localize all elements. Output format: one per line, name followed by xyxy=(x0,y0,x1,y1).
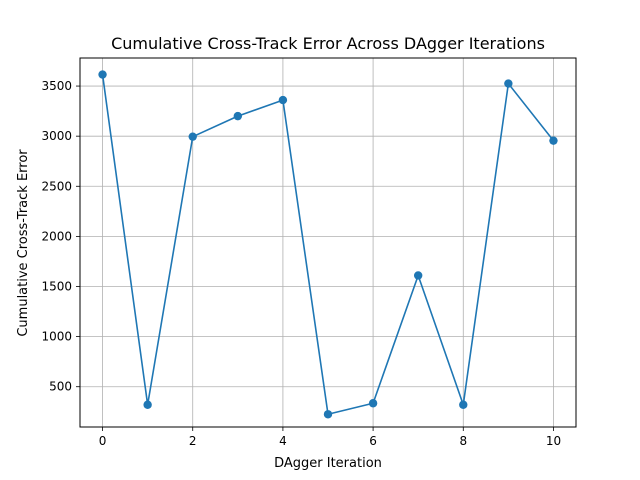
y-tick-label: 3000 xyxy=(41,129,72,143)
data-point xyxy=(188,132,197,141)
y-tick-label: 2000 xyxy=(41,229,72,243)
chart-title: Cumulative Cross-Track Error Across DAgg… xyxy=(111,34,545,53)
data-point xyxy=(278,95,288,105)
y-tick-label: 2500 xyxy=(41,179,72,193)
x-tick-label: 2 xyxy=(189,434,197,448)
grid-lines xyxy=(80,58,576,427)
y-tick-label: 1000 xyxy=(41,330,72,344)
data-point xyxy=(459,400,468,409)
x-tick-label: 4 xyxy=(279,434,287,448)
data-point xyxy=(143,400,152,409)
x-tick-label: 6 xyxy=(369,434,377,448)
plot-area-frame xyxy=(79,57,577,428)
data-point xyxy=(368,399,378,408)
data-point xyxy=(323,410,333,419)
x-tick-label: 8 xyxy=(459,434,467,448)
x-tick-label: 0 xyxy=(99,434,107,448)
series-layer xyxy=(98,70,558,419)
y-axis-label: Cumulative Cross-Track Error xyxy=(16,149,31,337)
x-tick-label: 10 xyxy=(546,434,561,448)
y-tick-label: 500 xyxy=(49,380,72,394)
y-tick-label: 3500 xyxy=(41,79,72,93)
axis-ticks: 0 2 4 6 8 10 500 1000 1500 2000 2500 3000 3500 xyxy=(41,79,561,448)
data-point xyxy=(504,79,513,88)
data-point xyxy=(413,271,423,280)
data-point xyxy=(549,136,558,145)
data-point xyxy=(98,70,107,79)
x-axis-label: DAgger Iteration xyxy=(274,456,382,471)
data-point xyxy=(233,111,243,121)
y-tick-label: 1500 xyxy=(41,279,72,293)
